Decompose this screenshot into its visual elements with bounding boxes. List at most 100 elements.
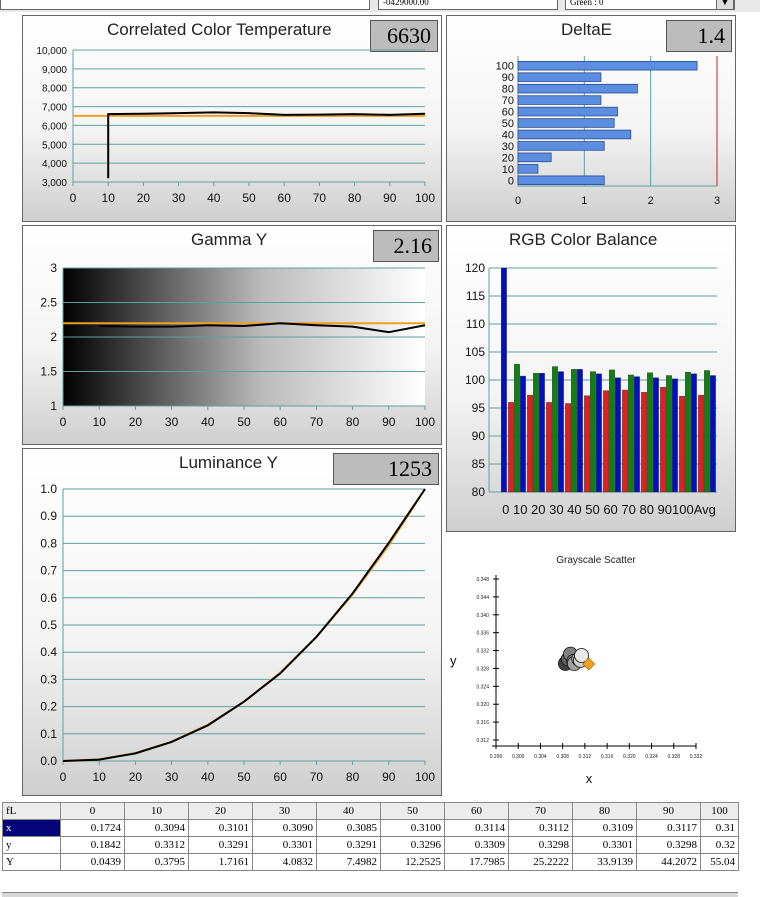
table-cell[interactable]: 0.3309 (444, 836, 509, 854)
row-header-cell[interactable]: x (2, 819, 61, 837)
table-cell[interactable]: 0.3795 (124, 853, 189, 871)
table-cell[interactable]: 0.3298 (508, 836, 573, 854)
x-tick-label: 0.296 (490, 754, 503, 760)
y-tick-label: 6,000 (42, 121, 67, 132)
y-tick-label: 0.344 (476, 595, 489, 601)
deltae-bar (517, 152, 552, 163)
horizontal-scrollbar[interactable] (2, 892, 738, 897)
y-tick-label: 2 (50, 330, 57, 344)
y-tick-label: 5,000 (42, 140, 67, 151)
x-tick-label: 90 (382, 415, 396, 429)
table-cell[interactable]: 0.3114 (444, 819, 509, 837)
y-tick-label: 0.336 (476, 631, 489, 637)
x-tick-label: 0.320 (623, 754, 636, 760)
table-cell[interactable]: 0.3301 (572, 836, 637, 854)
table-cell[interactable]: 0.31 (700, 819, 739, 837)
table-cell[interactable]: 17.7985 (444, 853, 509, 871)
table-header-cell: 30 (252, 802, 317, 820)
category-label: 100 (496, 61, 514, 73)
table-cell[interactable]: 0.3298 (636, 836, 701, 854)
table-header-cell: 0 (60, 802, 125, 820)
x-tick-label: 0.324 (645, 754, 658, 760)
y-tick-label: 120 (465, 261, 485, 275)
table-header-cell: 40 (316, 802, 381, 820)
x-tick-label: 30 (172, 191, 186, 205)
category-label: 50 (502, 118, 514, 130)
x-tick-label: 20 (129, 770, 143, 784)
table-cell[interactable]: 44.2072 (636, 853, 701, 871)
x-tick-label: 30 (165, 415, 179, 429)
table-cell[interactable]: 0.3085 (316, 819, 381, 837)
rgb-bar-green (571, 369, 577, 493)
y-tick-label: 2.5 (40, 296, 57, 310)
x-tick-label: 80 (348, 191, 362, 205)
y-tick-label: 0.4 (40, 645, 57, 659)
table-cell[interactable]: 1.7161 (188, 853, 253, 871)
deltae-panel: DeltaE 1.4 100 90 80 70 60 50 40 30 20 10 0 0 1 2 3 (446, 15, 736, 222)
color-select[interactable]: Green : 0 (565, 0, 735, 10)
x-tick-label: 60 (278, 191, 292, 205)
cct-value: 6630 (370, 20, 438, 52)
table-cell[interactable]: 0.3312 (124, 836, 189, 854)
rgb-bar-red (660, 387, 666, 493)
table-cell[interactable]: 0.1842 (60, 836, 125, 854)
table-cell[interactable]: 0.3094 (124, 819, 189, 837)
table-cell[interactable]: 25.2222 (508, 853, 573, 871)
rgb-bar-red (698, 394, 704, 493)
row-header-cell[interactable]: Y (2, 853, 61, 871)
category-label: 10 (502, 164, 514, 176)
top-toolbar: -0429000.00 Green : 0 ▼ (0, 0, 760, 12)
table-cell[interactable]: 0.3301 (252, 836, 317, 854)
table-cell[interactable]: 0.3291 (188, 836, 253, 854)
luminance-value: 1253 (333, 453, 439, 485)
deltae-bar (517, 106, 618, 117)
table-cell[interactable]: 0.0439 (60, 853, 125, 871)
x-tick-label: 0.328 (668, 754, 681, 760)
top-left-field[interactable] (0, 0, 370, 10)
table-cell[interactable]: 0.3112 (508, 819, 573, 837)
y-tick-label: 0.5 (40, 618, 57, 632)
deltae-bar (517, 83, 638, 94)
y-tick-label: 115 (466, 289, 485, 303)
x-tick-labels: 0 10 20 30 40 50 60 70 80 90100Avg (502, 502, 716, 517)
row-header-cell[interactable]: y (2, 836, 61, 854)
table-cell[interactable]: 4.0832 (252, 853, 317, 871)
table-cell[interactable]: 0.3100 (380, 819, 445, 837)
y-tick-label: 0.328 (476, 666, 489, 672)
table-cell[interactable]: 7.4982 (316, 853, 381, 871)
top-mid-field[interactable]: -0429000.00 (378, 0, 558, 10)
x-tick-label: 0.308 (556, 754, 569, 760)
gamma-chart: 3 2.5 2 1.5 10 10 20 30 40 50 60 70 80 90 100 (40, 261, 435, 429)
y-tick-label: 0.8 (40, 536, 57, 550)
x-tick-label: 20 (137, 191, 151, 205)
luminance-panel: Luminance Y 1253 1.0 0.9 0.8 0.7 0.6 0.5 0.4 0.… (22, 448, 442, 796)
x-tick-label: 100 (415, 770, 435, 784)
table-row: Y 0.0439 0.3795 1.7161 4.0832 7.4982 12.2525 17… (2, 853, 739, 871)
rgb-bar-blue (520, 375, 526, 493)
table-cell[interactable]: 0.3296 (380, 836, 445, 854)
x-tick-label: 0 (515, 195, 521, 207)
rgb-bar-red (679, 396, 685, 493)
chevron-down-icon[interactable]: ▼ (716, 0, 734, 10)
rgb-bar-green (514, 364, 520, 493)
table-cell[interactable]: 0.3109 (572, 819, 637, 837)
table-cell[interactable]: 0.3291 (316, 836, 381, 854)
x-tick-label: 10 (93, 770, 107, 784)
table-cell[interactable]: 0.3101 (188, 819, 253, 837)
table-cell[interactable]: 0.1724 (60, 819, 125, 837)
rgb-bar-blue (615, 377, 621, 493)
table-cell[interactable]: 0.3117 (636, 819, 701, 837)
deltae-bar (517, 72, 602, 82)
y-tick-label: 95 (472, 401, 486, 415)
x-tick-label: 1 (581, 195, 587, 207)
y-tick-label: 8,000 (42, 84, 67, 95)
table-cell[interactable]: 33.9139 (572, 853, 637, 871)
category-label: 0 (508, 175, 514, 187)
table-cell[interactable]: 0.32 (700, 836, 739, 854)
table-header-cell: 20 (188, 802, 253, 820)
table-cell[interactable]: 12.2525 (380, 853, 445, 871)
x-tick-label: 50 (237, 770, 251, 784)
rgb-bar-blue (558, 371, 564, 493)
table-cell[interactable]: 55.04 (700, 853, 739, 871)
table-cell[interactable]: 0.3090 (252, 819, 317, 837)
